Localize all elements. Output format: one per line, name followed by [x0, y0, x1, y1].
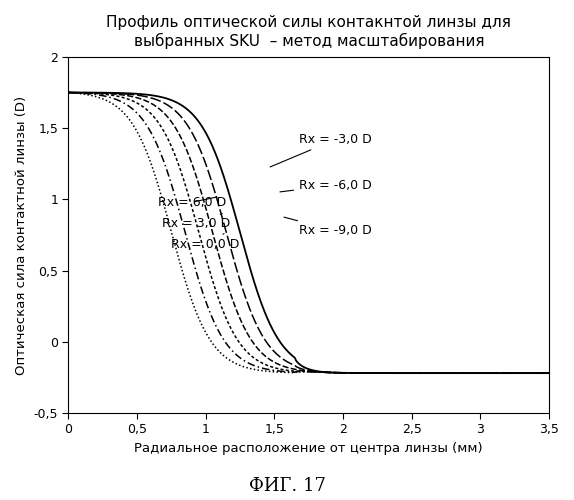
- Title: Профиль оптической силы контакнтой линзы для
выбранных SKU  – метод масштабирова: Профиль оптической силы контакнтой линзы…: [106, 15, 511, 49]
- Text: Rx = 3,0 D: Rx = 3,0 D: [162, 214, 230, 230]
- Text: ФИГ. 17: ФИГ. 17: [249, 477, 325, 495]
- Text: Rx = -9,0 D: Rx = -9,0 D: [284, 217, 372, 237]
- Y-axis label: Оптическая сила контактной линзы (D): Оптическая сила контактной линзы (D): [15, 96, 28, 374]
- Text: Rx = -3,0 D: Rx = -3,0 D: [270, 133, 372, 167]
- Text: Rx = 6,0 D: Rx = 6,0 D: [158, 196, 226, 208]
- Text: Rx = 0,0 D: Rx = 0,0 D: [172, 234, 240, 252]
- X-axis label: Радиальное расположение от центра линзы (мм): Радиальное расположение от центра линзы …: [134, 442, 483, 455]
- Text: Rx = -6,0 D: Rx = -6,0 D: [280, 178, 372, 192]
